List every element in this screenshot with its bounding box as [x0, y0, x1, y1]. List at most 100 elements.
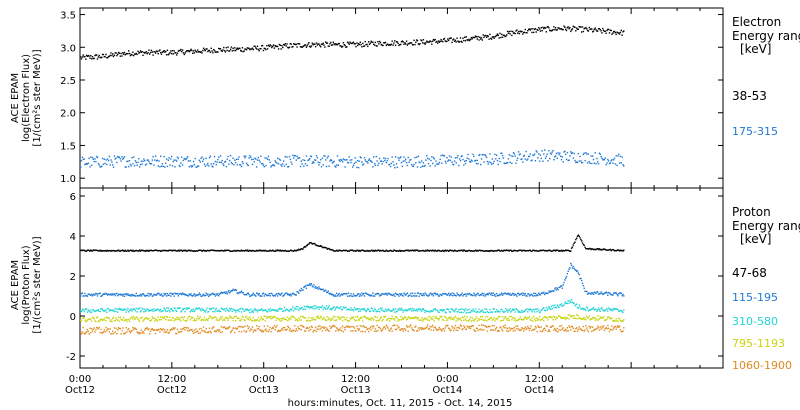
proton-point [596, 319, 598, 321]
proton-point [151, 295, 153, 297]
proton-point [542, 307, 544, 310]
proton-point [320, 245, 322, 247]
proton-point [337, 316, 340, 318]
electron-point [213, 48, 215, 51]
proton-point [477, 317, 479, 320]
proton-point [535, 308, 537, 310]
proton-point [567, 330, 569, 332]
proton-point [218, 319, 220, 321]
electron-point [453, 160, 456, 162]
proton-point [408, 294, 410, 296]
proton-point [299, 248, 302, 251]
electron-point [206, 164, 208, 166]
electron-point [257, 48, 260, 51]
proton-point [267, 316, 270, 318]
electron-point [293, 43, 295, 45]
electron-point [421, 42, 424, 44]
proton-point [556, 287, 558, 289]
electron-point [369, 160, 372, 162]
electron-point [394, 44, 397, 46]
proton-point [325, 246, 327, 249]
proton-point [114, 319, 116, 322]
proton-point [411, 328, 414, 331]
electron-point [583, 152, 585, 154]
proton-point [293, 293, 295, 295]
proton-point [216, 294, 218, 296]
proton-point [188, 315, 190, 318]
electron-point [507, 158, 510, 160]
proton-point [234, 289, 236, 291]
proton-point [304, 285, 307, 287]
electron-point [124, 54, 126, 56]
proton-point [480, 310, 482, 313]
electron-point [419, 43, 421, 45]
proton-point [531, 317, 533, 319]
proton-point [304, 286, 306, 288]
proton-point [456, 327, 458, 329]
electron-point [157, 165, 159, 167]
electron-point [609, 162, 611, 164]
electron-point [132, 163, 134, 165]
electron-series-1 [80, 25, 625, 60]
electron-point [191, 49, 193, 52]
proton-point [480, 328, 482, 330]
proton-point [540, 309, 542, 311]
proton-point [420, 250, 422, 252]
electron-point [261, 163, 263, 165]
proton-point [180, 328, 182, 330]
proton-point [351, 295, 353, 297]
proton-point [588, 292, 590, 295]
proton-point [203, 295, 206, 297]
proton-ylabel-line3: [1/(cm²s ster MeV)] [32, 236, 43, 333]
proton-point [354, 250, 356, 252]
proton-point [442, 328, 444, 330]
proton-point [160, 294, 162, 296]
proton-point [94, 331, 96, 333]
proton-point [446, 317, 448, 319]
electron-point [229, 159, 231, 162]
proton-point [281, 292, 283, 294]
proton-point [612, 309, 614, 312]
proton-point [500, 320, 502, 322]
proton-point [167, 319, 169, 321]
proton-point [602, 293, 605, 295]
proton-point [86, 249, 89, 251]
electron-point [300, 46, 302, 48]
electron-point [325, 159, 327, 161]
proton-point [358, 308, 361, 310]
electron-point [381, 44, 383, 46]
proton-point [243, 250, 245, 252]
proton-point [246, 325, 249, 327]
proton-point [153, 308, 155, 310]
proton-point [589, 319, 591, 321]
proton-point [94, 249, 96, 252]
proton-point [481, 315, 483, 318]
proton-point [211, 307, 213, 309]
electron-point [180, 48, 182, 51]
electron-point [133, 165, 136, 167]
electron-point [526, 32, 528, 34]
x-tick-time: 0:00 [252, 374, 274, 385]
electron-point [304, 159, 306, 162]
proton-point [241, 315, 244, 317]
proton-point [263, 309, 265, 311]
proton-point [288, 294, 291, 296]
electron-point [364, 40, 366, 43]
proton-point [544, 293, 546, 296]
proton-point [460, 249, 462, 251]
proton-point [622, 320, 624, 322]
electron-point [460, 155, 462, 158]
proton-point [514, 317, 516, 320]
electron-point [413, 39, 415, 41]
proton-point [441, 330, 443, 332]
proton-point [137, 318, 139, 320]
electron-point [264, 47, 266, 50]
electron-point [113, 54, 116, 56]
proton-point [291, 315, 293, 317]
proton-point [345, 306, 347, 309]
electron-point [619, 155, 622, 158]
proton-point [144, 318, 146, 320]
electron-point [508, 30, 510, 33]
electron-point [313, 162, 315, 164]
electron-point [200, 51, 202, 53]
